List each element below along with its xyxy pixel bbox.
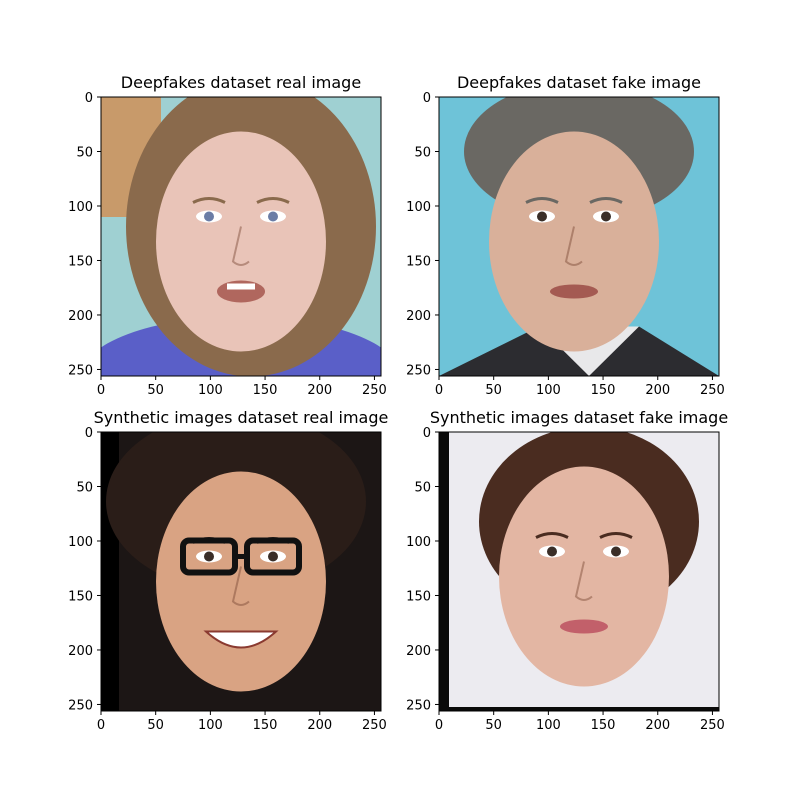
x-tick-label: 100 xyxy=(198,383,223,398)
mouth xyxy=(550,284,598,299)
subplot-title: Deepfakes dataset real image xyxy=(121,73,361,92)
face-image xyxy=(439,432,719,711)
y-tick-label: 100 xyxy=(406,200,431,215)
y-tick-label: 200 xyxy=(68,309,93,324)
x-tick-label: 200 xyxy=(645,383,670,398)
y-tick-label: 250 xyxy=(406,363,431,378)
x-tick-label: 150 xyxy=(253,383,278,398)
y-tick-label: 50 xyxy=(414,145,431,160)
y-tick-label: 0 xyxy=(85,426,93,441)
eyebrow xyxy=(589,197,623,204)
face-image xyxy=(439,97,719,376)
x-tick-label: 50 xyxy=(485,383,502,398)
eyebrow xyxy=(599,532,633,539)
subplot-title: Deepfakes dataset fake image xyxy=(457,73,701,92)
subplot-title: Synthetic images dataset real image xyxy=(94,408,389,427)
y-tick-label: 250 xyxy=(406,698,431,713)
y-tick-label: 50 xyxy=(414,480,431,495)
x-tick-label: 0 xyxy=(435,383,443,398)
y-tick-label: 50 xyxy=(76,480,93,495)
x-tick-label: 250 xyxy=(362,383,387,398)
subplot-title: Synthetic images dataset fake image xyxy=(430,408,728,427)
eyebrow xyxy=(535,532,569,539)
y-tick-label: 50 xyxy=(76,145,93,160)
x-tick-label: 0 xyxy=(97,718,105,733)
y-tick-label: 150 xyxy=(406,589,431,604)
y-tick-label: 150 xyxy=(68,254,93,269)
axes-frame xyxy=(438,431,720,712)
x-tick-label: 250 xyxy=(700,383,725,398)
x-tick-label: 50 xyxy=(485,718,502,733)
face xyxy=(489,131,659,352)
y-tick-label: 200 xyxy=(406,309,431,324)
x-tick-label: 150 xyxy=(591,718,616,733)
eyebrow xyxy=(525,197,559,204)
face-image xyxy=(101,97,381,376)
axes-frame xyxy=(438,96,720,377)
x-tick-label: 250 xyxy=(700,718,725,733)
nose xyxy=(231,566,250,606)
eyebrow xyxy=(192,197,226,204)
y-tick-label: 100 xyxy=(68,535,93,550)
eyebrow xyxy=(256,197,290,204)
x-tick-label: 50 xyxy=(147,718,164,733)
y-tick-label: 250 xyxy=(68,363,93,378)
x-tick-label: 200 xyxy=(307,718,332,733)
x-tick-label: 0 xyxy=(97,383,105,398)
face xyxy=(156,131,326,352)
x-tick-label: 0 xyxy=(435,718,443,733)
x-tick-label: 200 xyxy=(307,383,332,398)
x-tick-label: 150 xyxy=(591,383,616,398)
subplot-1: Deepfakes dataset real image 0 50 100 150 200… xyxy=(68,73,387,398)
face xyxy=(156,471,326,692)
x-tick-label: 250 xyxy=(362,718,387,733)
y-tick-label: 250 xyxy=(68,698,93,713)
y-tick-label: 100 xyxy=(68,200,93,215)
y-tick-label: 150 xyxy=(68,589,93,604)
x-tick-label: 200 xyxy=(645,718,670,733)
x-tick-label: 150 xyxy=(253,718,278,733)
x-tick-label: 100 xyxy=(536,718,561,733)
y-tick-label: 200 xyxy=(68,644,93,659)
nose xyxy=(564,226,583,266)
mouth xyxy=(203,630,279,649)
y-tick-label: 200 xyxy=(406,644,431,659)
nose xyxy=(574,561,593,601)
x-tick-label: 100 xyxy=(536,383,561,398)
axes-frame xyxy=(100,96,382,377)
subplot-2: Deepfakes dataset fake image 0 50 100 150 200… xyxy=(406,73,725,398)
y-tick-label: 0 xyxy=(85,91,93,106)
face xyxy=(499,466,669,687)
y-tick-label: 0 xyxy=(423,426,431,441)
nose xyxy=(231,226,250,266)
x-tick-label: 100 xyxy=(198,718,223,733)
y-tick-label: 150 xyxy=(406,254,431,269)
y-tick-label: 100 xyxy=(406,535,431,550)
face-image xyxy=(101,432,381,711)
axes-frame xyxy=(100,431,382,712)
mouth xyxy=(560,619,608,634)
y-tick-label: 0 xyxy=(423,91,431,106)
x-tick-label: 50 xyxy=(147,383,164,398)
